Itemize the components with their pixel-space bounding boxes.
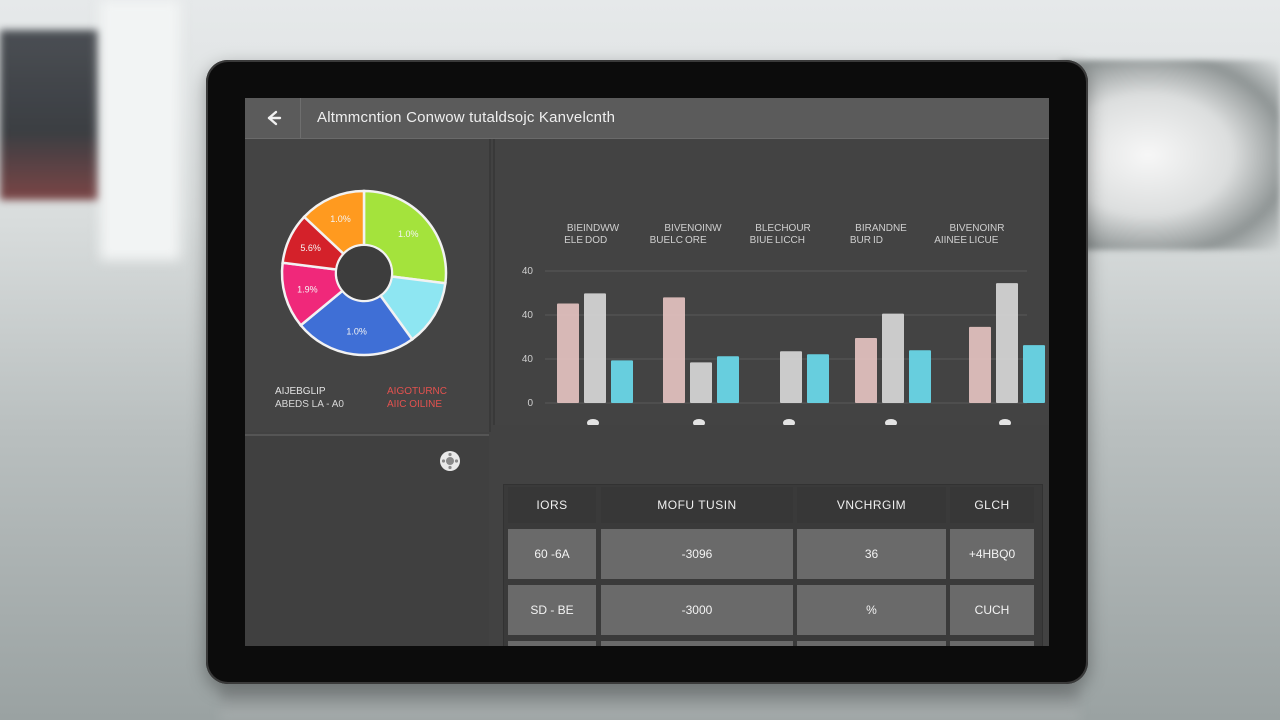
chart-header-line2a: AIINEE bbox=[934, 235, 967, 246]
table-cell[interactable]: -60 bbox=[950, 641, 1034, 646]
donut-chart: 1.0% 1.0% 1.9% 5.6% 1.0% bbox=[280, 189, 448, 357]
legend-left-line2: ABEDS LA - A0 bbox=[275, 399, 344, 410]
chart-bar[interactable] bbox=[882, 313, 904, 403]
data-table: IORS MOFU TUSIN VNCHRGIM GLCH 60 -6A -3096 36 +… bbox=[503, 484, 1043, 646]
table-cell[interactable]: CUCH bbox=[950, 585, 1034, 635]
chart-header-line2a: BIUE bbox=[750, 235, 774, 246]
tablet-frame: Altmmcntion Conwow tutaldsojc Kanvelcnth… bbox=[206, 60, 1088, 684]
table-header-cell[interactable]: VNCHRGIM bbox=[797, 487, 946, 523]
table-cell[interactable]: % bbox=[797, 585, 946, 635]
chart-category-marker bbox=[885, 419, 897, 425]
chart-header-line1: BIVENOINR bbox=[949, 223, 1004, 234]
page-title: Altmmcntion Conwow tutaldsojc Kanvelcnth bbox=[317, 109, 616, 126]
table-cell[interactable]: 95 -JB bbox=[508, 641, 596, 646]
chart-bar[interactable] bbox=[611, 360, 633, 403]
table-header-cell[interactable]: GLCH bbox=[950, 487, 1034, 523]
table-cell[interactable]: % bbox=[797, 641, 946, 646]
chart-header-line1: BLECHOUR bbox=[755, 223, 811, 234]
background-car bbox=[1060, 60, 1280, 250]
legend-right-line2: AIIC OILINE bbox=[387, 399, 443, 410]
chart-header-line2b: LICCH bbox=[775, 235, 805, 246]
chart-bar[interactable] bbox=[780, 351, 802, 403]
chart-bar[interactable] bbox=[1023, 345, 1045, 403]
donut-panel: 1.0% 1.0% 1.9% 5.6% 1.0% AIJEBGLIP ABEDS LA … bbox=[245, 139, 491, 432]
chart-bar[interactable] bbox=[909, 350, 931, 403]
table-header-cell[interactable]: IORS bbox=[508, 487, 596, 523]
donut-hole bbox=[337, 246, 391, 300]
left-bottom-panel bbox=[245, 434, 489, 646]
chart-bar[interactable] bbox=[584, 293, 606, 403]
donut-segment-label: 1.0% bbox=[398, 229, 419, 239]
table-cell[interactable]: SD - BE bbox=[508, 585, 596, 635]
bar-chart-panel: BIEINDWW ELE DOD BIVENOINW BUELC ORE BLECHOUR B… bbox=[493, 139, 1049, 425]
chart-header-line1: BIRANDNE bbox=[855, 223, 907, 234]
chart-header-line2b: LICUE bbox=[969, 235, 999, 246]
floor-reflection bbox=[220, 688, 1080, 720]
top-bar: Altmmcntion Conwow tutaldsojc Kanvelcnth bbox=[245, 98, 1049, 139]
legend-left: AIJEBGLIP ABEDS LA - A0 bbox=[275, 385, 344, 411]
table-cell[interactable]: 36 bbox=[797, 529, 946, 579]
chart-y-tick: 40 bbox=[522, 266, 534, 277]
table-cell[interactable]: +4HBQ0 bbox=[950, 529, 1034, 579]
chart-category-marker bbox=[693, 419, 705, 425]
chart-header-line1: BIVENOINW bbox=[664, 223, 722, 234]
chart-bar[interactable] bbox=[717, 356, 739, 403]
chart-y-tick: 40 bbox=[522, 310, 534, 321]
dashboard-screen: Altmmcntion Conwow tutaldsojc Kanvelcnth… bbox=[245, 98, 1049, 646]
table-cell[interactable]: -3000 bbox=[601, 585, 793, 635]
donut-segment[interactable] bbox=[362, 189, 448, 285]
donut-segment[interactable] bbox=[302, 189, 366, 256]
back-button[interactable] bbox=[245, 98, 301, 138]
chart-bar[interactable] bbox=[855, 338, 877, 403]
legend-left-line1: AIJEBGLIP bbox=[275, 386, 326, 397]
back-arrow-icon bbox=[267, 110, 281, 126]
chart-category-marker bbox=[587, 419, 599, 425]
table-cell[interactable]: -3096 bbox=[601, 529, 793, 579]
donut-segment-label: 5.6% bbox=[300, 243, 321, 253]
table-cell[interactable]: -60GT bbox=[601, 641, 793, 646]
donut-segment[interactable] bbox=[299, 289, 414, 357]
chart-header-line2b: ID bbox=[873, 235, 883, 246]
chart-bar[interactable] bbox=[557, 303, 579, 403]
table-header-cell[interactable]: MOFU TUSIN bbox=[601, 487, 793, 523]
legend-right: AIGOTURNC AIIC OILINE bbox=[387, 385, 447, 411]
chart-bar[interactable] bbox=[690, 362, 712, 403]
donut-segment-label: 1.0% bbox=[346, 327, 367, 337]
chart-header-line2a: ELE bbox=[564, 235, 583, 246]
chart-header-line1: BIEINDWW bbox=[567, 223, 620, 234]
chart-bar[interactable] bbox=[969, 326, 991, 403]
chart-bar[interactable] bbox=[663, 297, 685, 403]
legend-right-line1: AIGOTURNC bbox=[387, 386, 447, 397]
chart-bar[interactable] bbox=[807, 354, 829, 403]
chart-y-tick: 40 bbox=[522, 354, 534, 365]
chart-bar[interactable] bbox=[996, 283, 1018, 403]
chart-category-marker bbox=[783, 419, 795, 425]
background-pillar bbox=[100, 0, 180, 260]
settings-gear-icon[interactable] bbox=[439, 450, 461, 472]
chart-header-line2a: BUELC bbox=[650, 235, 683, 246]
donut-segment-label: 1.0% bbox=[330, 214, 351, 224]
donut-segment-label: 1.9% bbox=[297, 284, 318, 294]
chart-category-marker bbox=[999, 419, 1011, 425]
table-cell[interactable]: 60 -6A bbox=[508, 529, 596, 579]
chart-y-tick: 0 bbox=[527, 398, 533, 409]
data-table-grid: IORS MOFU TUSIN VNCHRGIM GLCH 60 -6A -3096 36 +… bbox=[503, 484, 1043, 646]
chart-header-line2b: ORE bbox=[685, 235, 707, 246]
chart-header-line2b: DOD bbox=[585, 235, 607, 246]
chart-header-line2a: BUR bbox=[850, 235, 871, 246]
background-blur bbox=[0, 30, 100, 200]
